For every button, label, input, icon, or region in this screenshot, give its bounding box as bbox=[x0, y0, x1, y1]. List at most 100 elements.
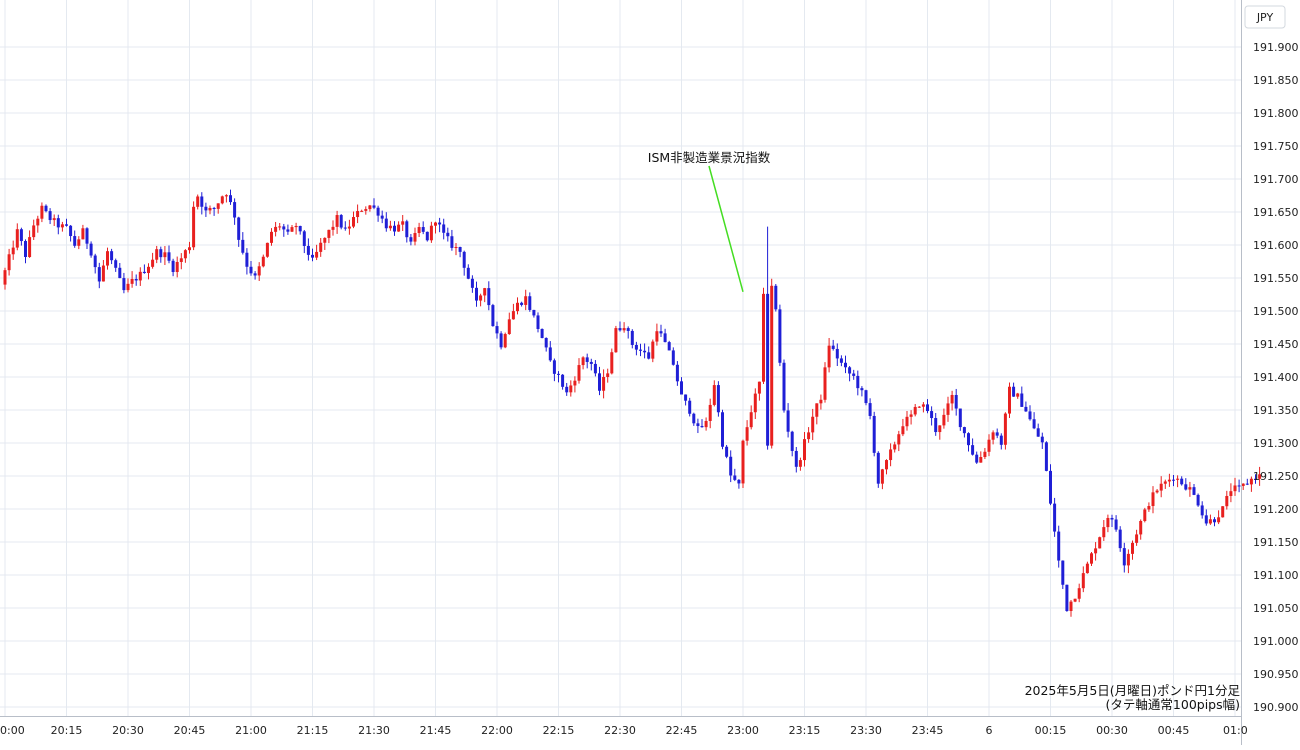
candle-body bbox=[995, 432, 999, 436]
candle-body bbox=[138, 271, 142, 281]
candle-body bbox=[1200, 505, 1204, 516]
candle-body bbox=[282, 226, 286, 230]
candle-body bbox=[1188, 487, 1192, 490]
candle-body bbox=[1176, 478, 1180, 480]
candle-body bbox=[409, 237, 413, 242]
candle-body bbox=[680, 381, 683, 395]
price-tick-label: 191.750 bbox=[1253, 140, 1299, 153]
candle-body bbox=[237, 217, 241, 240]
candle-body bbox=[323, 237, 327, 243]
candle-body bbox=[876, 452, 880, 484]
candle-body bbox=[397, 224, 401, 232]
candle-body bbox=[913, 406, 917, 415]
time-tick-label: 0:00 bbox=[0, 724, 25, 737]
currency-badge bbox=[1244, 5, 1286, 29]
candle-body bbox=[667, 342, 671, 351]
candle-body bbox=[1159, 483, 1163, 491]
candle-body bbox=[1028, 411, 1032, 420]
candle-body bbox=[643, 350, 647, 353]
time-tick-label: 22:00 bbox=[481, 724, 513, 737]
candle-body bbox=[880, 469, 884, 484]
candle-body bbox=[1008, 386, 1011, 414]
candle-body bbox=[987, 439, 991, 452]
candle-body bbox=[142, 271, 146, 274]
candle-body bbox=[134, 278, 138, 281]
candle-body bbox=[1192, 487, 1196, 495]
candle-body bbox=[89, 243, 93, 256]
candle-body bbox=[24, 241, 27, 258]
candle-body bbox=[831, 345, 835, 349]
candle-body bbox=[565, 386, 569, 393]
candle-body bbox=[470, 278, 474, 288]
candle-body bbox=[708, 404, 712, 421]
time-tick-label: 00:30 bbox=[1096, 724, 1128, 737]
candle-body bbox=[229, 195, 232, 203]
candle-body bbox=[716, 385, 720, 413]
candle-body bbox=[40, 205, 44, 219]
candle-body bbox=[434, 222, 437, 226]
candle-body bbox=[733, 475, 737, 480]
candle-body bbox=[868, 403, 872, 416]
candle-body bbox=[688, 400, 692, 414]
candle-body bbox=[532, 309, 536, 316]
candle-body bbox=[1139, 520, 1143, 535]
candle-body bbox=[651, 341, 655, 359]
price-tick-label: 191.150 bbox=[1253, 536, 1299, 549]
candle-body bbox=[1163, 481, 1167, 484]
candle-body bbox=[1069, 601, 1073, 611]
candle-body bbox=[331, 226, 335, 230]
candle-body bbox=[573, 380, 577, 386]
candle-body bbox=[1155, 490, 1159, 493]
candle-body bbox=[581, 357, 585, 366]
candle-body bbox=[885, 460, 888, 470]
candle-body bbox=[1217, 517, 1221, 523]
candle-body bbox=[639, 349, 642, 351]
candle-body bbox=[101, 265, 105, 282]
candle-body bbox=[967, 433, 970, 446]
time-tick-label: 23:00 bbox=[727, 724, 759, 737]
candle-body bbox=[335, 215, 339, 227]
candle-body bbox=[1131, 542, 1134, 554]
candle-body bbox=[1184, 484, 1188, 490]
price-tick-label: 191.450 bbox=[1253, 338, 1299, 351]
candle-body bbox=[762, 293, 765, 382]
time-tick-label: 23:30 bbox=[850, 724, 882, 737]
candle-body bbox=[794, 450, 798, 467]
candle-body bbox=[1057, 531, 1061, 561]
candle-body bbox=[1102, 527, 1106, 538]
candle-body bbox=[692, 413, 696, 424]
candle-body bbox=[749, 412, 753, 428]
candle-body bbox=[466, 267, 470, 279]
candle-body bbox=[934, 418, 938, 433]
candle-body bbox=[93, 255, 97, 268]
candle-body bbox=[159, 249, 163, 258]
candle-body bbox=[417, 227, 421, 234]
candle-body bbox=[405, 221, 409, 238]
candle-body bbox=[741, 440, 745, 484]
candle-body bbox=[286, 229, 290, 232]
candle-body bbox=[192, 206, 196, 248]
candle-body bbox=[401, 221, 405, 225]
candle-body bbox=[696, 423, 700, 427]
candle-body bbox=[97, 267, 101, 282]
candle-body bbox=[393, 225, 396, 232]
candle-body bbox=[1065, 584, 1069, 611]
candle-body bbox=[675, 364, 679, 382]
candle-body bbox=[979, 457, 983, 463]
price-tick-label: 191.350 bbox=[1253, 404, 1299, 417]
candle-body bbox=[388, 225, 392, 229]
candle-body bbox=[815, 403, 819, 417]
candle-body bbox=[438, 222, 442, 225]
candle-body bbox=[503, 334, 507, 348]
candle-body bbox=[753, 393, 757, 413]
candle-body bbox=[659, 331, 663, 334]
time-axis-labels: 0:00 20:15 20:30 20:45 21:00 21:15 21:30 21:45 2… bbox=[0, 724, 1248, 737]
candle-body bbox=[835, 348, 839, 359]
candle-body bbox=[999, 435, 1003, 445]
candle-body bbox=[589, 361, 593, 364]
currency-label: JPY bbox=[1256, 11, 1274, 24]
candle-body bbox=[208, 207, 212, 211]
candle-body bbox=[507, 319, 511, 335]
candle-body bbox=[745, 427, 749, 441]
